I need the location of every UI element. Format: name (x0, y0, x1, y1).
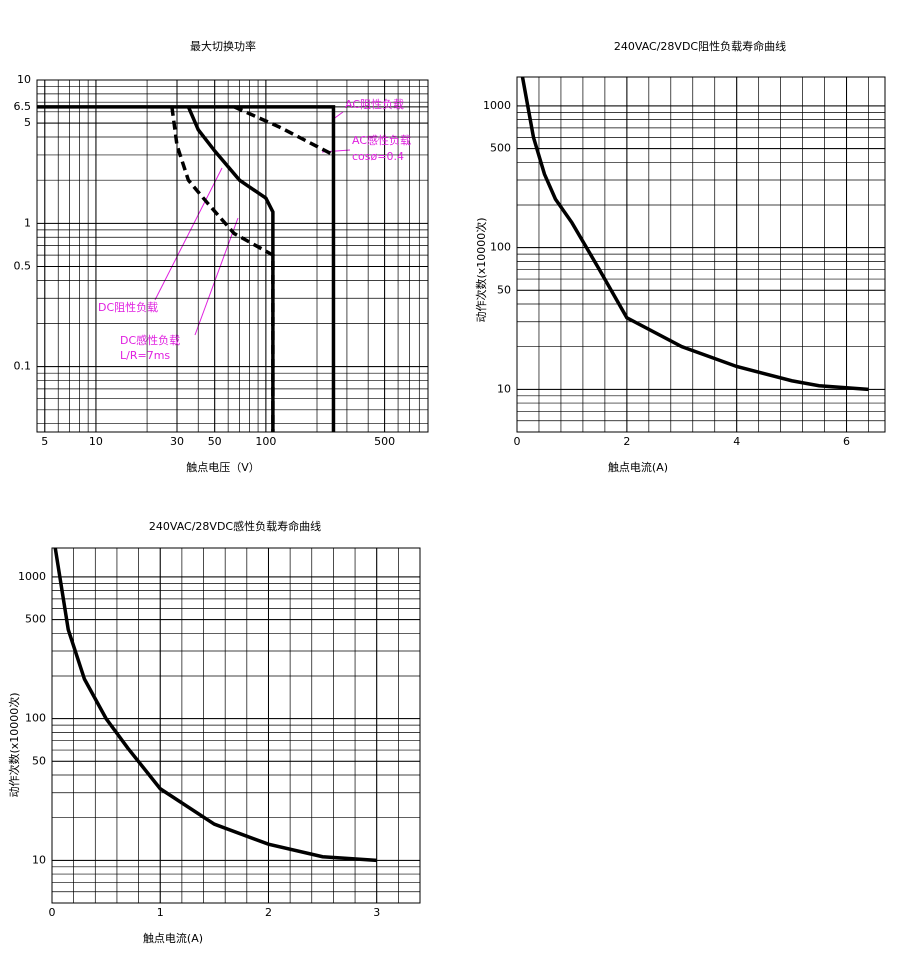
y-tick-label: 1000 (483, 99, 511, 112)
annotation: L/R=7ms (120, 349, 170, 362)
x-tick-label: 3 (373, 906, 380, 919)
series-line (53, 547, 377, 863)
y-tick-label: 500 (25, 613, 46, 626)
y-tick-label: 0.5 (14, 259, 32, 272)
leader-line (194, 217, 239, 336)
x-tick-label: 2 (265, 906, 272, 919)
plot-frame (51, 547, 421, 904)
plot-frame (36, 79, 429, 433)
y-tick-label: 500 (490, 142, 511, 155)
x-axis-label: 触点电流(A) (608, 460, 668, 474)
chart-title: 240VAC/28VDC阻性负载寿命曲线 (614, 39, 786, 53)
x-tick-label: 2 (623, 435, 630, 448)
x-tick-label: 0 (49, 906, 56, 919)
series-line (170, 106, 275, 432)
y-axis-label: 动作次数(x10000次) (7, 692, 21, 797)
plot-frame (516, 76, 886, 433)
annotation: DC感性负载 (120, 333, 180, 347)
y-tick-label: 1 (24, 216, 31, 229)
y-tick-label: 10 (497, 382, 511, 395)
leader-line (154, 167, 223, 301)
label-background (348, 133, 426, 165)
series-line (520, 76, 869, 392)
x-axis-label: 触点电流(A) (143, 931, 203, 945)
annotation: AC感性负载 (352, 133, 411, 147)
y-tick-label: 50 (32, 754, 46, 767)
y-tick-label: 6.5 (14, 100, 32, 113)
y-tick-label: 50 (497, 283, 511, 296)
x-tick-label: 50 (208, 435, 222, 448)
annotation: cosø=0.4 (352, 150, 404, 163)
y-tick-label: 1000 (18, 570, 46, 583)
y-axis-label: 动作次数(x10000次) (474, 217, 488, 322)
y-tick-label: 0.1 (14, 360, 32, 373)
y-tick-label: 5 (24, 116, 31, 129)
x-tick-label: 1 (157, 906, 164, 919)
x-axis-label: 触点电压（V） (186, 460, 260, 474)
y-tick-label: 10 (32, 853, 46, 866)
series-line (186, 106, 275, 432)
x-tick-label: 6 (843, 435, 850, 448)
x-tick-label: 4 (733, 435, 740, 448)
label-background (342, 98, 422, 112)
y-tick-label: 10 (17, 73, 31, 86)
y-tick-label: 100 (25, 712, 46, 725)
x-tick-label: 5 (41, 435, 48, 448)
annotation: AC阻性负载 (345, 97, 404, 111)
y-tick-label: 100 (490, 241, 511, 254)
x-tick-label: 30 (170, 435, 184, 448)
series-line (37, 105, 336, 432)
chart-title: 240VAC/28VDC感性负载寿命曲线 (149, 519, 321, 533)
x-tick-label: 0 (514, 435, 521, 448)
chart-title: 最大切换功率 (190, 39, 256, 53)
x-tick-label: 100 (255, 435, 276, 448)
x-tick-label: 10 (89, 435, 103, 448)
annotation: DC阻性负载 (98, 300, 158, 314)
x-tick-label: 500 (374, 435, 395, 448)
series-line (233, 105, 335, 157)
